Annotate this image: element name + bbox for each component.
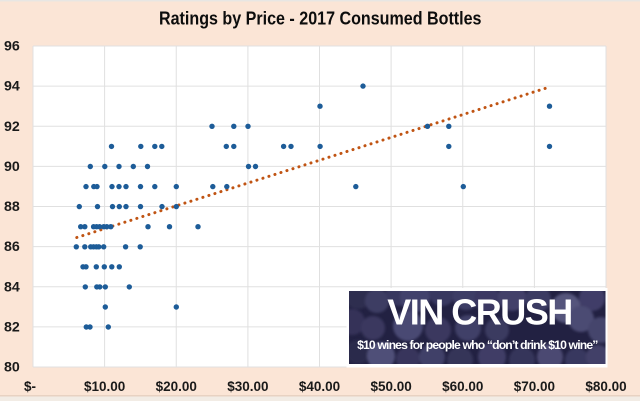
svg-text:90: 90: [4, 159, 20, 175]
svg-text:Ratings by Price - 2017 Consum: Ratings by Price - 2017 Consumed Bottles: [159, 8, 482, 29]
svg-text:$10.00: $10.00: [84, 379, 125, 394]
svg-text:$-: $-: [24, 379, 36, 394]
svg-text:$40.00: $40.00: [299, 379, 340, 394]
svg-text:$80.00: $80.00: [585, 379, 626, 394]
svg-text:$50.00: $50.00: [370, 379, 411, 394]
svg-text:94: 94: [4, 79, 20, 95]
svg-text:84: 84: [4, 279, 20, 295]
svg-text:82: 82: [4, 320, 20, 336]
svg-text:$70.00: $70.00: [514, 379, 555, 394]
svg-text:$60.00: $60.00: [442, 379, 483, 394]
svg-text:96: 96: [4, 39, 20, 55]
svg-text:92: 92: [4, 119, 20, 135]
svg-text:VIN CRUSH: VIN CRUSH: [387, 292, 572, 333]
svg-text:$10 wines for people who “don’: $10 wines for people who “don’t drink $1…: [357, 338, 598, 352]
svg-text:$20.00: $20.00: [156, 379, 197, 394]
svg-text:$30.00: $30.00: [227, 379, 268, 394]
svg-text:80: 80: [4, 360, 20, 376]
svg-text:88: 88: [4, 199, 20, 215]
svg-text:86: 86: [4, 239, 20, 255]
